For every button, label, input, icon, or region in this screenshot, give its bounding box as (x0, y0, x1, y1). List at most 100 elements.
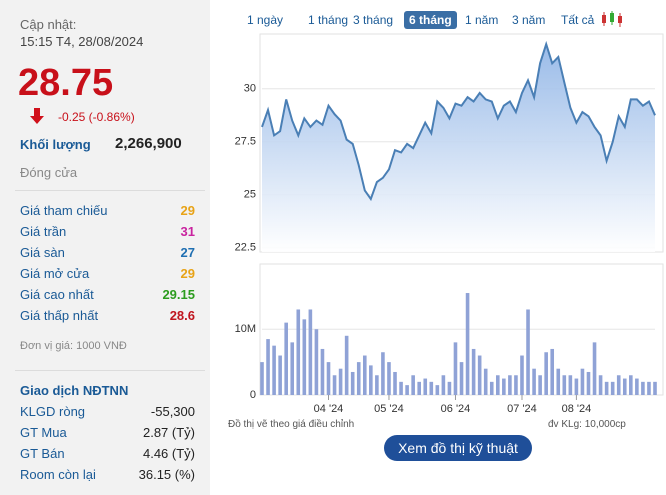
volume-bar (441, 375, 446, 395)
volume-bar (302, 319, 307, 395)
foreign-value: 36.15 (%) (138, 467, 195, 482)
unit-footnote: đv KLg: 10,000cp (548, 419, 626, 430)
volume-bar (290, 342, 295, 395)
volume-bar (496, 375, 500, 395)
volume-bar (399, 381, 403, 395)
range-tab[interactable]: 1 tháng (308, 13, 349, 27)
volume-bar (338, 368, 343, 395)
volume-bar (556, 368, 561, 395)
foreign-label: GT Mua (20, 425, 67, 440)
volume-bar (647, 381, 651, 395)
volume-bar (435, 385, 440, 395)
price-value: 29 (180, 203, 195, 218)
y-tick-label: 25 (244, 189, 256, 201)
price-change: -0.25 (-0.86%) (58, 110, 135, 124)
volume-bar (326, 362, 331, 395)
price-value: 29.15 (162, 287, 195, 302)
volume-bar (586, 371, 591, 395)
foreign-label: GT Bán (20, 446, 65, 461)
volume-bar (574, 378, 579, 395)
update-label: Cập nhật: (20, 17, 77, 32)
y-tick-label: 22.5 (235, 242, 256, 254)
chart: 22.5 25 27.5 30 0 10M 04 '24 05 '24 06 '24 07 '24… (235, 33, 664, 415)
volume-bar (502, 378, 506, 395)
volume-bar (459, 362, 464, 395)
foreign-value: 4.46 (Tỷ) (142, 446, 195, 461)
volume-bar (260, 362, 264, 395)
volume-bar (411, 375, 415, 395)
volume-bar (375, 375, 379, 395)
range-tab[interactable]: 3 năm (512, 13, 546, 27)
volume-bar (393, 371, 397, 395)
price-label: Giá mở cửa (20, 266, 90, 281)
candle-icon[interactable] (600, 10, 624, 28)
footnote: Đồ thị vẽ theo giá điều chỉnh (228, 419, 355, 430)
technical-chart-button[interactable]: Xem đồ thị kỹ thuật (384, 435, 532, 461)
volume-bar (362, 355, 367, 395)
volume-bar (598, 375, 603, 395)
volume-bar (429, 381, 434, 395)
volume-bar (350, 371, 355, 395)
range-tab[interactable]: 6 tháng (404, 11, 457, 29)
volume-bar (308, 309, 313, 395)
volume-bar (514, 375, 518, 395)
y-tick-label: 30 (244, 83, 256, 95)
volume-bar (332, 375, 337, 395)
quote-panel: Cập nhật: 15:15 T4, 28/08/2024 28.75 -0.… (0, 0, 210, 495)
volume-bar (635, 378, 639, 395)
volume-bar (477, 355, 482, 395)
update-time: 15:15 T4, 28/08/2024 (20, 34, 144, 49)
price-area (262, 44, 655, 253)
volume-bar (532, 368, 536, 395)
volume-bar (453, 342, 458, 395)
price-value: 31 (180, 224, 195, 239)
volume-bar (629, 375, 633, 395)
volume-bar (653, 381, 657, 395)
volume-bar (526, 309, 530, 395)
down-arrow (30, 108, 44, 124)
volume-bar (568, 375, 573, 395)
volume-bar (405, 385, 409, 395)
volume-bar (266, 339, 270, 395)
volume-bar (344, 335, 349, 395)
price-label: Giá sàn (20, 245, 65, 260)
volume-label: Khối lượng (20, 137, 91, 152)
range-tab[interactable]: 1 năm (465, 13, 499, 27)
volume-bar (356, 362, 361, 395)
y-tick-label: 0 (250, 389, 256, 401)
volume-bar (580, 368, 585, 395)
price-value: 29 (180, 266, 195, 281)
volume-bar (641, 381, 645, 395)
volume-bar (417, 381, 421, 395)
price-label: Giá trần (20, 224, 67, 239)
x-tick-label: 06 '24 (441, 403, 471, 415)
y-tick-label: 27.5 (235, 136, 256, 148)
volume-bar (465, 293, 470, 395)
x-tick-label: 08 '24 (562, 403, 592, 415)
range-tab[interactable]: Tất cả (561, 13, 595, 27)
volume-bar (387, 362, 391, 395)
foreign-value: 2.87 (Tỷ) (142, 425, 195, 440)
range-tab[interactable]: 1 ngày (247, 13, 284, 27)
price: 28.75 (18, 62, 114, 104)
volume-bar (471, 348, 476, 395)
volume-bar (423, 378, 428, 395)
volume-bar (610, 381, 615, 395)
volume-bar (272, 345, 276, 395)
volume-bar (538, 375, 542, 395)
foreign-value: -55,300 (150, 404, 195, 419)
price-value: 27 (180, 245, 195, 260)
foreign-label: Room còn lại (20, 467, 96, 482)
volume-bar (320, 348, 325, 395)
x-tick-label: 07 '24 (507, 403, 537, 415)
unit-note: Đơn vị giá: 1000 VNĐ (20, 340, 127, 352)
range-tab[interactable]: 3 tháng (353, 13, 394, 27)
volume-bar (550, 348, 555, 395)
separator (15, 190, 205, 191)
foreign-title: Giao dịch NĐTNN (20, 383, 129, 398)
volume: 2,266,900 (115, 135, 182, 152)
volume-bar (520, 355, 524, 395)
volume-bar (447, 381, 452, 395)
volume-bar (592, 342, 597, 395)
